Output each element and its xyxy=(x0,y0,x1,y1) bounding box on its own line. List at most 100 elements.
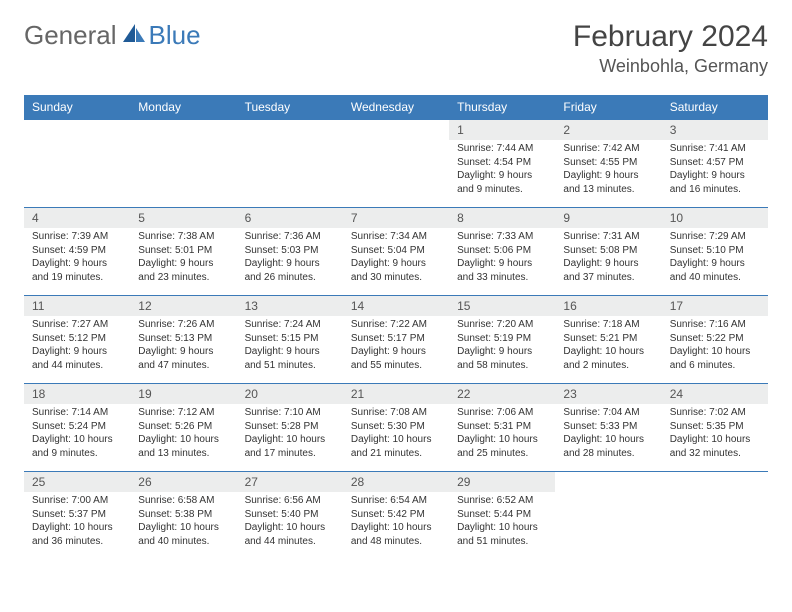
calendar-day-cell: 1Sunrise: 7:44 AMSunset: 4:54 PMDaylight… xyxy=(449,120,555,208)
day-details: Sunrise: 7:29 AMSunset: 5:10 PMDaylight:… xyxy=(662,228,768,288)
day-details: Sunrise: 7:00 AMSunset: 5:37 PMDaylight:… xyxy=(24,492,130,552)
calendar-day-cell: 22Sunrise: 7:06 AMSunset: 5:31 PMDayligh… xyxy=(449,384,555,472)
calendar-day-cell: 16Sunrise: 7:18 AMSunset: 5:21 PMDayligh… xyxy=(555,296,661,384)
calendar-day-cell: 15Sunrise: 7:20 AMSunset: 5:19 PMDayligh… xyxy=(449,296,555,384)
day-details: Sunrise: 7:18 AMSunset: 5:21 PMDaylight:… xyxy=(555,316,661,376)
day-number: 18 xyxy=(24,384,130,404)
calendar-day-cell: 18Sunrise: 7:14 AMSunset: 5:24 PMDayligh… xyxy=(24,384,130,472)
day-details: Sunrise: 7:26 AMSunset: 5:13 PMDaylight:… xyxy=(130,316,236,376)
day-details: Sunrise: 7:27 AMSunset: 5:12 PMDaylight:… xyxy=(24,316,130,376)
month-title: February 2024 xyxy=(573,20,768,54)
calendar-day-cell: 25Sunrise: 7:00 AMSunset: 5:37 PMDayligh… xyxy=(24,472,130,560)
title-block: February 2024 Weinbohla, Germany xyxy=(573,20,768,77)
calendar-day-cell: 29Sunrise: 6:52 AMSunset: 5:44 PMDayligh… xyxy=(449,472,555,560)
day-number: 22 xyxy=(449,384,555,404)
calendar-week-row: 18Sunrise: 7:14 AMSunset: 5:24 PMDayligh… xyxy=(24,384,768,472)
day-number: 20 xyxy=(237,384,343,404)
day-details: Sunrise: 7:24 AMSunset: 5:15 PMDaylight:… xyxy=(237,316,343,376)
weekday-header: Wednesday xyxy=(343,95,449,120)
day-number: 19 xyxy=(130,384,236,404)
logo: General Blue xyxy=(24,20,201,51)
day-details: Sunrise: 7:06 AMSunset: 5:31 PMDaylight:… xyxy=(449,404,555,464)
calendar-day-cell: 24Sunrise: 7:02 AMSunset: 5:35 PMDayligh… xyxy=(662,384,768,472)
day-number: 3 xyxy=(662,120,768,140)
calendar-day-cell: 3Sunrise: 7:41 AMSunset: 4:57 PMDaylight… xyxy=(662,120,768,208)
calendar-week-row: 11Sunrise: 7:27 AMSunset: 5:12 PMDayligh… xyxy=(24,296,768,384)
day-details: Sunrise: 7:16 AMSunset: 5:22 PMDaylight:… xyxy=(662,316,768,376)
day-number: 24 xyxy=(662,384,768,404)
weekday-header: Thursday xyxy=(449,95,555,120)
day-details: Sunrise: 7:39 AMSunset: 4:59 PMDaylight:… xyxy=(24,228,130,288)
calendar-week-row: 1Sunrise: 7:44 AMSunset: 4:54 PMDaylight… xyxy=(24,120,768,208)
day-details: Sunrise: 7:33 AMSunset: 5:06 PMDaylight:… xyxy=(449,228,555,288)
calendar-day-cell: 26Sunrise: 6:58 AMSunset: 5:38 PMDayligh… xyxy=(130,472,236,560)
calendar-day-cell: 5Sunrise: 7:38 AMSunset: 5:01 PMDaylight… xyxy=(130,208,236,296)
calendar-day-cell: 7Sunrise: 7:34 AMSunset: 5:04 PMDaylight… xyxy=(343,208,449,296)
calendar-day-cell: 19Sunrise: 7:12 AMSunset: 5:26 PMDayligh… xyxy=(130,384,236,472)
day-details: Sunrise: 7:12 AMSunset: 5:26 PMDaylight:… xyxy=(130,404,236,464)
day-number: 14 xyxy=(343,296,449,316)
logo-sail-icon xyxy=(121,22,147,49)
calendar-day-cell xyxy=(662,472,768,560)
weekday-header: Friday xyxy=(555,95,661,120)
day-number: 21 xyxy=(343,384,449,404)
day-details: Sunrise: 6:54 AMSunset: 5:42 PMDaylight:… xyxy=(343,492,449,552)
day-details: Sunrise: 7:08 AMSunset: 5:30 PMDaylight:… xyxy=(343,404,449,464)
day-details: Sunrise: 6:52 AMSunset: 5:44 PMDaylight:… xyxy=(449,492,555,552)
calendar-week-row: 4Sunrise: 7:39 AMSunset: 4:59 PMDaylight… xyxy=(24,208,768,296)
calendar-day-cell: 14Sunrise: 7:22 AMSunset: 5:17 PMDayligh… xyxy=(343,296,449,384)
day-number: 29 xyxy=(449,472,555,492)
day-number: 25 xyxy=(24,472,130,492)
calendar-day-cell: 28Sunrise: 6:54 AMSunset: 5:42 PMDayligh… xyxy=(343,472,449,560)
day-number: 6 xyxy=(237,208,343,228)
day-number: 5 xyxy=(130,208,236,228)
day-details: Sunrise: 7:41 AMSunset: 4:57 PMDaylight:… xyxy=(662,140,768,200)
day-details: Sunrise: 7:02 AMSunset: 5:35 PMDaylight:… xyxy=(662,404,768,464)
logo-text-general: General xyxy=(24,20,117,51)
day-details: Sunrise: 6:56 AMSunset: 5:40 PMDaylight:… xyxy=(237,492,343,552)
day-number: 13 xyxy=(237,296,343,316)
calendar-day-cell: 10Sunrise: 7:29 AMSunset: 5:10 PMDayligh… xyxy=(662,208,768,296)
day-number: 23 xyxy=(555,384,661,404)
day-number: 7 xyxy=(343,208,449,228)
day-number: 2 xyxy=(555,120,661,140)
calendar-day-cell xyxy=(555,472,661,560)
day-details: Sunrise: 7:44 AMSunset: 4:54 PMDaylight:… xyxy=(449,140,555,200)
day-details: Sunrise: 7:20 AMSunset: 5:19 PMDaylight:… xyxy=(449,316,555,376)
calendar-day-cell xyxy=(24,120,130,208)
day-number: 12 xyxy=(130,296,236,316)
calendar-day-cell: 9Sunrise: 7:31 AMSunset: 5:08 PMDaylight… xyxy=(555,208,661,296)
calendar-week-row: 25Sunrise: 7:00 AMSunset: 5:37 PMDayligh… xyxy=(24,472,768,560)
calendar-day-cell: 23Sunrise: 7:04 AMSunset: 5:33 PMDayligh… xyxy=(555,384,661,472)
calendar-day-cell xyxy=(237,120,343,208)
day-details: Sunrise: 7:42 AMSunset: 4:55 PMDaylight:… xyxy=(555,140,661,200)
calendar-day-cell: 17Sunrise: 7:16 AMSunset: 5:22 PMDayligh… xyxy=(662,296,768,384)
day-number: 15 xyxy=(449,296,555,316)
day-details: Sunrise: 7:14 AMSunset: 5:24 PMDaylight:… xyxy=(24,404,130,464)
calendar-day-cell: 4Sunrise: 7:39 AMSunset: 4:59 PMDaylight… xyxy=(24,208,130,296)
calendar-day-cell: 13Sunrise: 7:24 AMSunset: 5:15 PMDayligh… xyxy=(237,296,343,384)
day-details: Sunrise: 7:10 AMSunset: 5:28 PMDaylight:… xyxy=(237,404,343,464)
day-details: Sunrise: 7:38 AMSunset: 5:01 PMDaylight:… xyxy=(130,228,236,288)
day-details: Sunrise: 7:22 AMSunset: 5:17 PMDaylight:… xyxy=(343,316,449,376)
day-number: 10 xyxy=(662,208,768,228)
calendar-day-cell: 27Sunrise: 6:56 AMSunset: 5:40 PMDayligh… xyxy=(237,472,343,560)
location: Weinbohla, Germany xyxy=(573,56,768,77)
header: General Blue February 2024 Weinbohla, Ge… xyxy=(24,20,768,77)
weekday-header: Sunday xyxy=(24,95,130,120)
day-details: Sunrise: 7:31 AMSunset: 5:08 PMDaylight:… xyxy=(555,228,661,288)
day-number: 9 xyxy=(555,208,661,228)
weekday-header: Monday xyxy=(130,95,236,120)
calendar-day-cell xyxy=(343,120,449,208)
calendar-table: SundayMondayTuesdayWednesdayThursdayFrid… xyxy=(24,95,768,560)
day-number: 16 xyxy=(555,296,661,316)
weekday-header: Saturday xyxy=(662,95,768,120)
day-number: 4 xyxy=(24,208,130,228)
day-number: 17 xyxy=(662,296,768,316)
day-number: 28 xyxy=(343,472,449,492)
logo-text-blue: Blue xyxy=(149,20,201,51)
day-details: Sunrise: 6:58 AMSunset: 5:38 PMDaylight:… xyxy=(130,492,236,552)
calendar-day-cell: 12Sunrise: 7:26 AMSunset: 5:13 PMDayligh… xyxy=(130,296,236,384)
day-details: Sunrise: 7:04 AMSunset: 5:33 PMDaylight:… xyxy=(555,404,661,464)
day-number: 26 xyxy=(130,472,236,492)
